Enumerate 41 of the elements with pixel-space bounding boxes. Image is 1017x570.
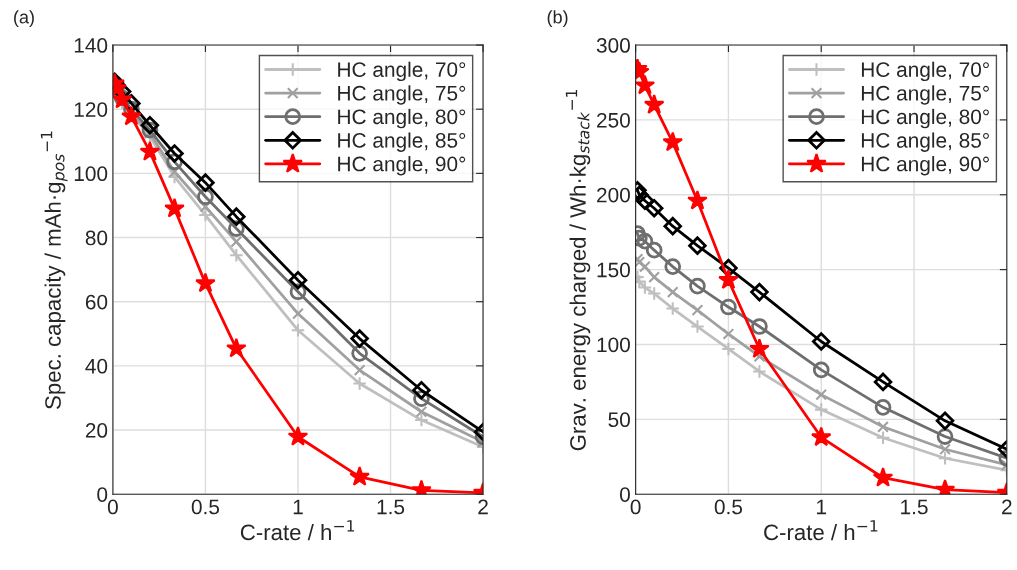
legend-label: HC angle, 70° bbox=[861, 61, 989, 82]
y-tick-label: 300 bbox=[596, 38, 630, 53]
x-axis-title: C-rate / h$^{−1}$ bbox=[764, 520, 878, 541]
x-tick-label: 2 bbox=[1002, 499, 1012, 515]
y-axis-title: Spec. capacity / mAh·g$_{pos}$$^{−1}$ bbox=[40, 131, 68, 409]
y-tick-label: 0 bbox=[619, 487, 630, 502]
x-tick-label: 1 bbox=[293, 499, 303, 515]
y-tick-label: 100 bbox=[597, 337, 630, 353]
y-tick-label: 250 bbox=[597, 112, 630, 128]
y-tick-label: 40 bbox=[85, 358, 108, 374]
x-tick-label: 1.5 bbox=[377, 499, 405, 515]
x-axis-title: C-rate / h$^{−1}$ bbox=[240, 520, 355, 541]
legend-label: HC angle, 85° bbox=[338, 132, 466, 152]
y-tick-label: 200 bbox=[597, 187, 630, 203]
y-tick-label: 60 bbox=[85, 294, 108, 310]
y-tick-label: 100 bbox=[74, 166, 108, 182]
legend-label: HC angle, 80° bbox=[861, 108, 989, 129]
legend-label: HC angle, 70° bbox=[338, 61, 466, 82]
x-tick-label: 0.5 bbox=[191, 499, 220, 515]
x-tick-label: 0 bbox=[630, 499, 641, 515]
text: (b) bbox=[547, 10, 568, 28]
y-tick-label: 140 bbox=[74, 38, 108, 53]
legend-label: HC angle, 85° bbox=[861, 132, 989, 152]
y-tick-label: 20 bbox=[85, 423, 108, 438]
legend-label: HC angle, 90° bbox=[338, 156, 466, 176]
x-tick-label: 0 bbox=[107, 499, 118, 515]
y-tick-label: 80 bbox=[85, 230, 108, 246]
x-tick-label: 1 bbox=[817, 499, 826, 515]
y-axis-title: Grav. energy charged / Wh·kg$_{stack}$$^{−1}$ bbox=[565, 89, 591, 451]
y-tick-label: 120 bbox=[74, 102, 108, 117]
y-tick-label: 0 bbox=[97, 487, 108, 502]
legend-label: HC angle, 75° bbox=[861, 85, 989, 105]
legend-label: HC angle, 80° bbox=[338, 108, 466, 129]
x-tick-label: 2 bbox=[478, 499, 488, 515]
x-tick-label: 0.5 bbox=[714, 499, 743, 515]
x-tick-label: 1.5 bbox=[901, 499, 928, 515]
legend-label: HC angle, 90° bbox=[861, 156, 989, 176]
y-tick-label: 150 bbox=[597, 262, 630, 278]
legend-label: HC angle, 75° bbox=[338, 85, 466, 105]
y-tick-label: 50 bbox=[608, 412, 630, 428]
text: (a) bbox=[14, 10, 34, 28]
